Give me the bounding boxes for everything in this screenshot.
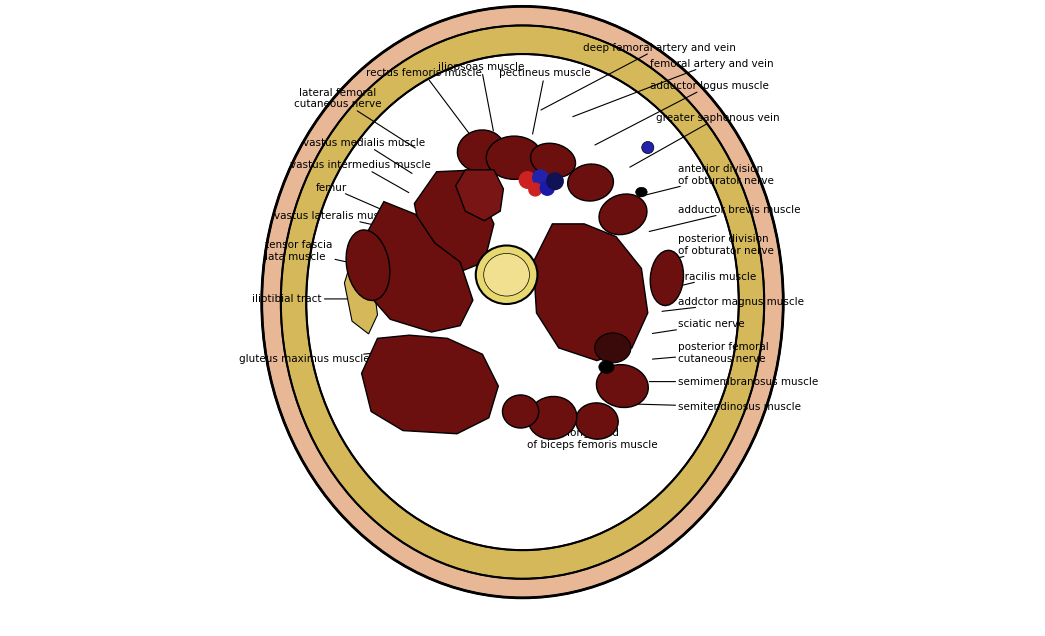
Text: iliopsoas muscle: iliopsoas muscle (438, 62, 525, 131)
Ellipse shape (528, 396, 577, 439)
Ellipse shape (458, 130, 505, 172)
Text: gluteus maximus muscle: gluteus maximus muscle (239, 353, 373, 364)
Circle shape (519, 172, 536, 188)
Ellipse shape (635, 187, 647, 197)
Text: adductor logus muscle: adductor logus muscle (595, 81, 768, 145)
Ellipse shape (599, 361, 614, 373)
Polygon shape (456, 170, 504, 221)
Ellipse shape (567, 164, 613, 201)
Circle shape (540, 181, 554, 195)
Ellipse shape (306, 54, 739, 550)
Text: vastus intermedius muscle: vastus intermedius muscle (291, 160, 432, 193)
Text: greater saphenous vein: greater saphenous vein (630, 113, 780, 167)
Text: pectineus muscle: pectineus muscle (498, 68, 590, 134)
Text: rectus femoris muscle: rectus femoris muscle (366, 68, 482, 135)
Polygon shape (362, 335, 498, 434)
Text: long head
of biceps femoris muscle: long head of biceps femoris muscle (527, 422, 657, 450)
Circle shape (547, 173, 563, 190)
Circle shape (533, 170, 548, 185)
Polygon shape (533, 224, 648, 361)
Ellipse shape (595, 333, 631, 363)
Ellipse shape (475, 245, 537, 304)
Ellipse shape (503, 395, 539, 428)
Text: addctor magnus muscle: addctor magnus muscle (661, 297, 805, 311)
Ellipse shape (650, 251, 683, 305)
Text: tensor fascia
lata muscle: tensor fascia lata muscle (265, 240, 367, 266)
Text: deep femoral artery and vein: deep femoral artery and vein (541, 43, 736, 110)
Text: lateral femoral
cutaneous nerve: lateral femoral cutaneous nerve (295, 88, 415, 148)
Ellipse shape (486, 136, 542, 179)
Text: iliotibial tract: iliotibial tract (252, 294, 357, 304)
Text: posterior femoral
cutaneous nerve: posterior femoral cutaneous nerve (652, 342, 769, 364)
Ellipse shape (531, 143, 576, 177)
Ellipse shape (261, 6, 784, 598)
Polygon shape (345, 248, 377, 334)
Text: gracilis muscle: gracilis muscle (669, 272, 757, 289)
Text: femoral artery and vein: femoral artery and vein (573, 59, 773, 116)
Text: posterior division
of obturator nerve: posterior division of obturator nerve (658, 234, 774, 263)
Ellipse shape (484, 253, 530, 296)
Ellipse shape (597, 364, 648, 408)
Text: anterior division
of obturator nerve: anterior division of obturator nerve (640, 164, 774, 197)
Text: femur: femur (316, 183, 431, 231)
Text: adductor brevis muscle: adductor brevis muscle (649, 205, 800, 232)
Ellipse shape (642, 142, 654, 153)
Ellipse shape (346, 230, 390, 300)
Polygon shape (362, 202, 473, 332)
Text: semitendinosus muscle: semitendinosus muscle (630, 402, 802, 412)
Text: vastus lateralis muscle: vastus lateralis muscle (275, 211, 395, 228)
Text: sciatic nerve: sciatic nerve (652, 319, 745, 333)
Text: semimembranosus muscle: semimembranosus muscle (649, 377, 818, 387)
Ellipse shape (599, 194, 647, 235)
Circle shape (529, 183, 541, 196)
Text: vastus medialis muscle: vastus medialis muscle (303, 138, 425, 174)
Polygon shape (415, 170, 494, 275)
Ellipse shape (576, 403, 619, 439)
Ellipse shape (281, 25, 764, 579)
